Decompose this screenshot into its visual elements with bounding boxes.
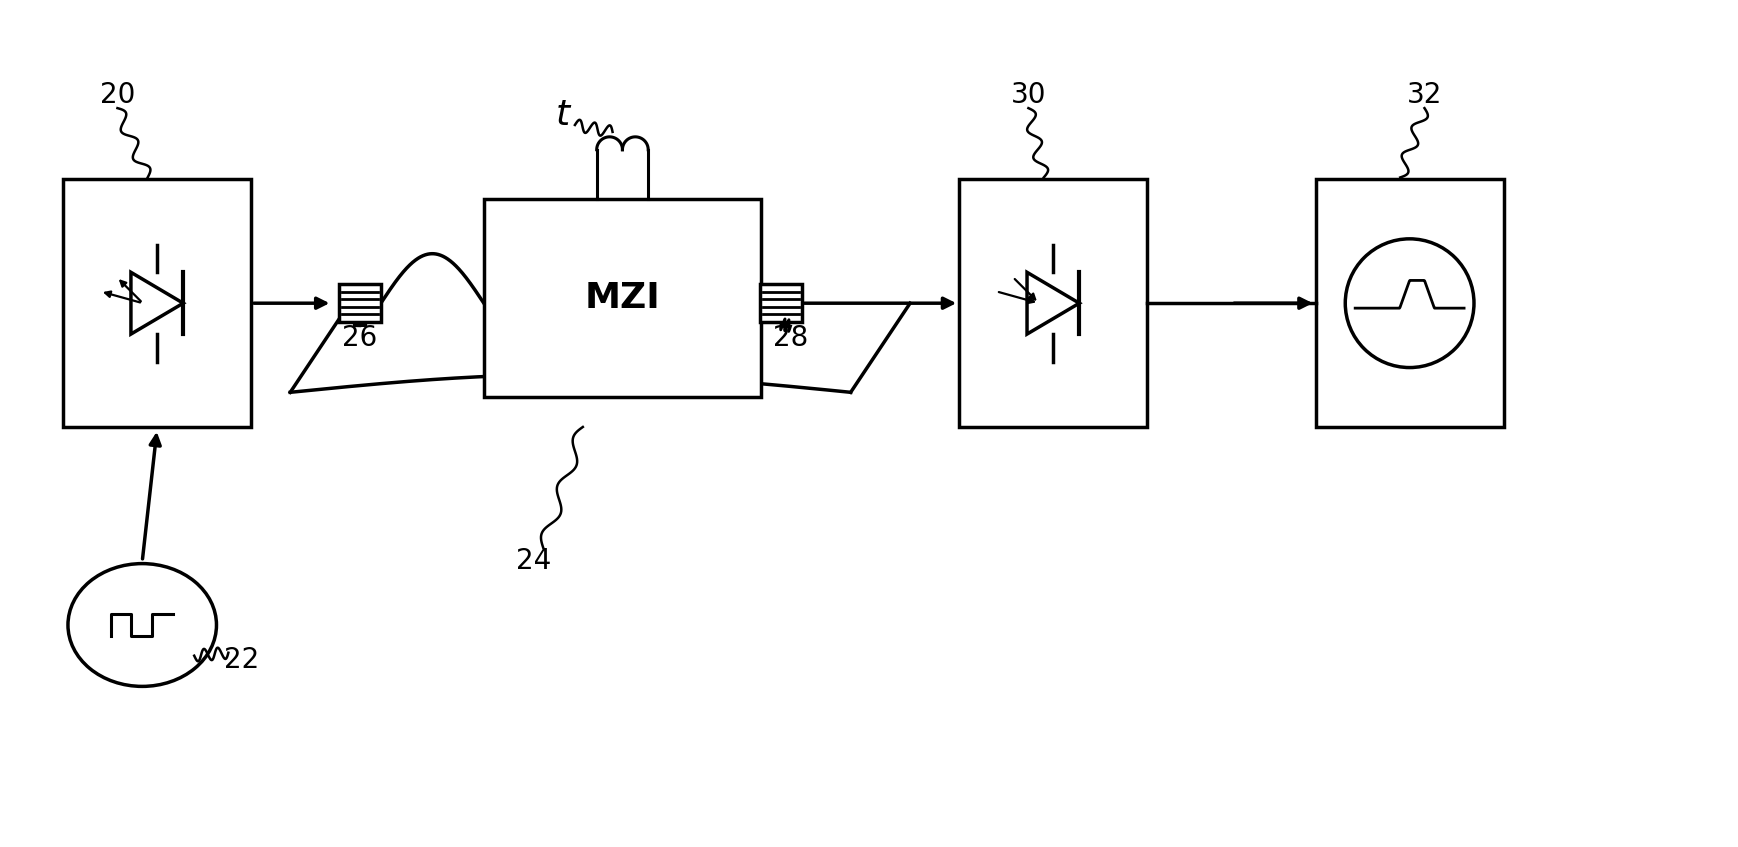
Text: 22: 22 bbox=[224, 645, 259, 673]
Bar bbox=[339, 285, 381, 322]
Ellipse shape bbox=[68, 563, 217, 686]
Text: 26: 26 bbox=[342, 324, 377, 352]
Bar bbox=[760, 285, 801, 322]
Bar bbox=[1316, 180, 1503, 427]
Text: t: t bbox=[556, 98, 570, 132]
Text: 30: 30 bbox=[1012, 81, 1046, 109]
Bar bbox=[959, 180, 1147, 427]
Text: 24: 24 bbox=[516, 546, 551, 574]
Circle shape bbox=[1345, 239, 1474, 368]
Bar bbox=[483, 199, 761, 397]
Text: MZI: MZI bbox=[584, 281, 660, 315]
Bar bbox=[63, 180, 250, 427]
Text: 20: 20 bbox=[99, 81, 136, 109]
Text: 28: 28 bbox=[773, 324, 808, 352]
Text: 32: 32 bbox=[1406, 81, 1443, 109]
